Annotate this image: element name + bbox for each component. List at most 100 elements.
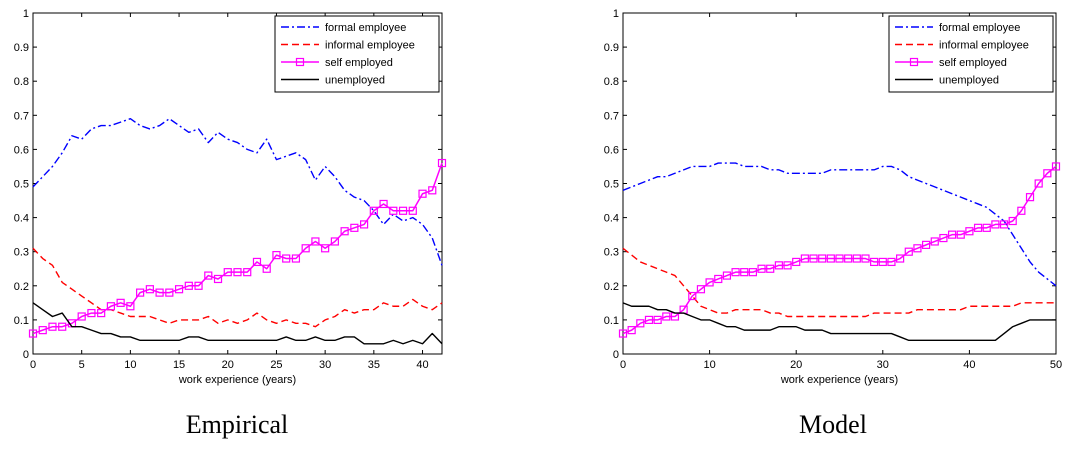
data-point bbox=[757, 264, 766, 273]
data-point bbox=[662, 312, 671, 321]
y-tick-label: 0 bbox=[613, 349, 619, 361]
legend-marker bbox=[295, 57, 305, 67]
y-tick-label: 0.3 bbox=[604, 247, 619, 259]
y-tick-label: 0.1 bbox=[604, 315, 619, 327]
x-tick-label: 0 bbox=[30, 359, 36, 371]
y-tick-label: 0.5 bbox=[604, 179, 619, 191]
data-point bbox=[165, 288, 174, 297]
legend-label: self employed bbox=[939, 57, 1007, 69]
x-tick-label: 20 bbox=[222, 359, 234, 371]
data-point bbox=[97, 308, 106, 318]
data-point bbox=[861, 254, 870, 263]
legend-label: self employed bbox=[325, 57, 393, 69]
data-point bbox=[398, 206, 408, 215]
data-point bbox=[106, 302, 116, 311]
y-tick-label: 0 bbox=[23, 349, 29, 361]
x-axis-label: work experience (years) bbox=[780, 374, 898, 386]
x-tick-label: 50 bbox=[1050, 359, 1062, 371]
data-point bbox=[956, 230, 965, 239]
data-point bbox=[126, 302, 135, 311]
y-tick-label: 0.8 bbox=[14, 76, 29, 88]
model-chart: 00.10.20.30.40.50.60.70.80.910 10 20 30 40 50… bbox=[604, 8, 1062, 439]
data-point bbox=[204, 271, 213, 280]
data-point bbox=[878, 257, 887, 267]
series-line-unemployed bbox=[32, 302, 443, 345]
y-tick-label: 0.2 bbox=[14, 281, 29, 293]
x-tick-label: 40 bbox=[963, 359, 975, 371]
legend-label: formal employee bbox=[325, 22, 406, 34]
data-point bbox=[835, 254, 844, 263]
data-point bbox=[359, 220, 369, 229]
y-tick-label: 0.2 bbox=[604, 281, 619, 293]
data-point bbox=[350, 223, 359, 232]
data-point bbox=[194, 281, 203, 290]
data-point bbox=[48, 322, 57, 331]
data-point bbox=[965, 227, 974, 236]
y-tick-label: 0.6 bbox=[14, 144, 29, 156]
data-point bbox=[1051, 162, 1061, 171]
data-point bbox=[618, 329, 628, 338]
y-tick-label: 1 bbox=[23, 8, 29, 20]
legend-label: informal employee bbox=[939, 40, 1029, 52]
data-point bbox=[653, 315, 662, 324]
data-point bbox=[28, 329, 38, 338]
data-point bbox=[973, 223, 983, 232]
legend-label: unemployed bbox=[325, 75, 385, 87]
data-point bbox=[282, 254, 291, 263]
data-point bbox=[340, 227, 349, 236]
y-tick-label: 0.5 bbox=[14, 179, 29, 191]
data-point bbox=[379, 199, 388, 209]
series-line-unemployed bbox=[622, 302, 1056, 342]
series-line-self-employed bbox=[622, 165, 1057, 335]
data-point bbox=[272, 251, 281, 260]
x-tick-label: 30 bbox=[877, 359, 889, 371]
data-point bbox=[714, 274, 723, 284]
x-tick-label: 25 bbox=[270, 359, 282, 371]
data-point bbox=[116, 298, 125, 307]
data-point bbox=[330, 237, 339, 246]
data-point bbox=[369, 206, 378, 215]
data-point bbox=[627, 326, 636, 335]
data-point bbox=[233, 268, 242, 277]
x-tick-label: 10 bbox=[703, 359, 715, 371]
data-point bbox=[818, 254, 827, 263]
data-point bbox=[896, 254, 905, 263]
series-line-formal-employee bbox=[32, 118, 443, 266]
legend-marker bbox=[909, 57, 919, 67]
data-point bbox=[145, 285, 154, 294]
legend-label: informal employee bbox=[325, 40, 415, 52]
data-point bbox=[740, 268, 749, 277]
y-tick-label: 0.4 bbox=[14, 213, 29, 225]
chart-caption: Empirical bbox=[186, 410, 289, 439]
data-point bbox=[223, 268, 232, 277]
data-point bbox=[939, 233, 948, 243]
x-tick-label: 20 bbox=[790, 359, 802, 371]
legend-label: formal employee bbox=[939, 22, 1020, 34]
data-point bbox=[252, 257, 262, 267]
data-point bbox=[809, 254, 818, 263]
x-tick-label: 5 bbox=[79, 359, 85, 371]
data-point bbox=[437, 158, 447, 168]
data-point bbox=[800, 254, 809, 263]
data-point bbox=[722, 271, 732, 280]
data-point bbox=[1017, 206, 1026, 215]
y-tick-label: 0.7 bbox=[604, 110, 619, 122]
data-point bbox=[77, 312, 86, 321]
x-tick-label: 15 bbox=[173, 359, 185, 371]
data-point bbox=[947, 230, 957, 239]
y-tick-label: 0.9 bbox=[604, 42, 619, 54]
x-axis-label: work experience (years) bbox=[178, 374, 296, 386]
data-point bbox=[991, 220, 1000, 229]
data-point bbox=[408, 206, 417, 215]
x-tick-label: 35 bbox=[368, 359, 380, 371]
data-point bbox=[1025, 193, 1035, 202]
y-tick-label: 0.1 bbox=[14, 315, 29, 327]
data-point bbox=[904, 247, 913, 256]
empirical-chart: 00.10.20.30.40.50.60.70.80.910 5 10 15 20 25 3… bbox=[14, 8, 447, 439]
data-point bbox=[826, 254, 835, 263]
data-point bbox=[155, 288, 164, 297]
data-point bbox=[921, 240, 931, 249]
data-point bbox=[262, 264, 271, 273]
data-point bbox=[982, 223, 991, 232]
